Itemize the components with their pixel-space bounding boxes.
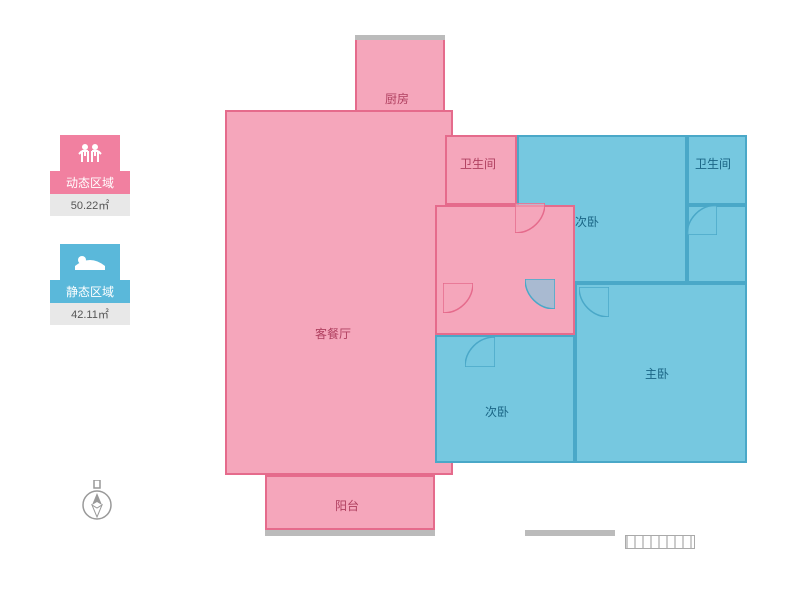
legend-dynamic: 动态区域 50.22㎡ — [50, 135, 130, 216]
room-balcony — [265, 475, 435, 530]
legend-static: 静态区域 42.11㎡ — [50, 244, 130, 325]
sleep-icon — [60, 244, 120, 280]
legend-dynamic-value: 50.22㎡ — [50, 194, 130, 216]
wall-seg-2 — [355, 35, 445, 40]
door-arc-5 — [687, 205, 717, 235]
legend-static-value: 42.11㎡ — [50, 303, 130, 325]
legend: 动态区域 50.22㎡ 静态区域 42.11㎡ — [50, 135, 130, 353]
balcony-rail — [625, 535, 695, 549]
wall-seg-1 — [525, 530, 615, 536]
door-arc-2 — [443, 283, 473, 313]
room-bath2 — [687, 135, 747, 205]
compass-icon — [80, 480, 114, 527]
door-arc-1 — [525, 279, 555, 309]
room-hall_seg — [435, 205, 575, 335]
door-arc-3 — [465, 337, 495, 367]
wall-seg-0 — [265, 530, 435, 536]
people-icon — [60, 135, 120, 171]
room-bath1 — [445, 135, 517, 205]
door-arc-0 — [515, 203, 545, 233]
door-arc-4 — [579, 287, 609, 317]
legend-static-label: 静态区域 — [50, 280, 130, 303]
room-second_bed_2 — [435, 335, 575, 463]
floorplan: 厨房客餐厅卫生间阳台次卧卫生间主卧次卧 — [225, 35, 755, 563]
legend-dynamic-label: 动态区域 — [50, 171, 130, 194]
room-living — [225, 110, 453, 475]
